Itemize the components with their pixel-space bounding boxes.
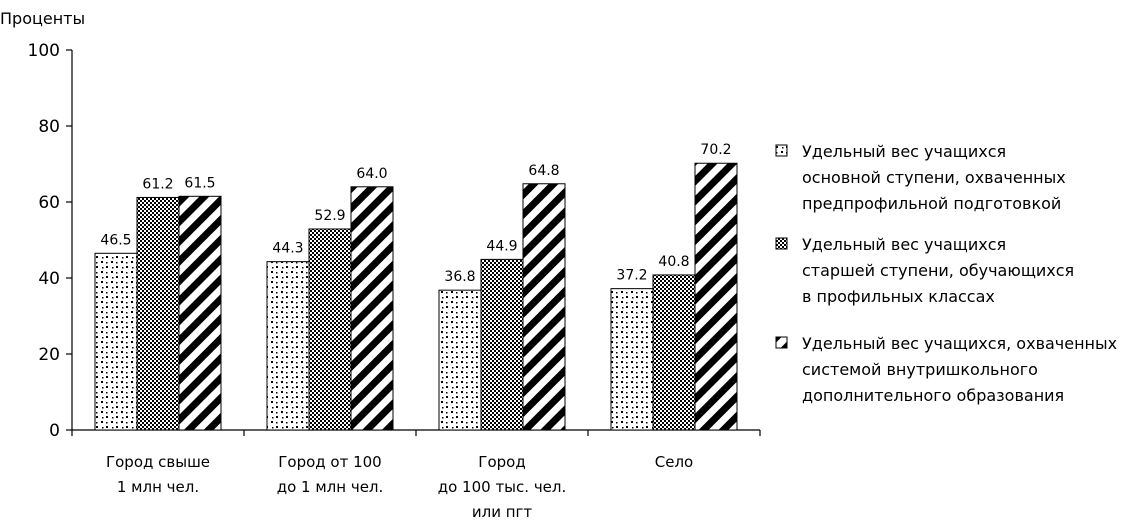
legend-swatch-2 bbox=[775, 237, 788, 250]
bar-series-1-cat-1 bbox=[94, 252, 138, 431]
bar-series-1-cat-4 bbox=[610, 288, 654, 431]
legend-entry-text: Удельный вес учащихся bbox=[802, 142, 1006, 161]
x-tick-label: Город bbox=[478, 453, 525, 471]
x-tick-label: до 100 тыс. чел. bbox=[438, 478, 567, 496]
x-tick-label: Село bbox=[655, 453, 693, 471]
bar-series-1-cat-2 bbox=[266, 261, 310, 431]
bar-series-2-cat-1 bbox=[136, 196, 180, 431]
bar-series-1-cat-3 bbox=[438, 289, 482, 431]
y-tick-label: 40 bbox=[38, 269, 60, 289]
data-label: 52.9 bbox=[314, 208, 345, 224]
legend-entry-text: предпрофильной подготовкой bbox=[802, 194, 1061, 213]
legend-entry-text: дополнительного образования bbox=[802, 386, 1064, 405]
data-label: 37.2 bbox=[616, 268, 647, 284]
data-label: 64.8 bbox=[528, 163, 559, 179]
x-tick-label: 1 млн чел. bbox=[117, 478, 199, 496]
legend-entry-text: старшей ступени, обучающихся bbox=[802, 261, 1074, 280]
data-label: 70.2 bbox=[700, 142, 731, 158]
data-label: 44.9 bbox=[486, 238, 517, 254]
y-tick-label: 20 bbox=[38, 345, 60, 365]
data-label: 61.5 bbox=[184, 175, 215, 191]
x-tick-label: Город свыше bbox=[106, 453, 210, 471]
bar-series-3-cat-2 bbox=[350, 186, 394, 431]
legend-entry-text: Удельный вес учащихся bbox=[802, 235, 1006, 254]
y-tick-label: 100 bbox=[28, 41, 60, 61]
y-tick-label: 60 bbox=[38, 193, 60, 213]
y-tick-label: 80 bbox=[38, 117, 60, 137]
category-labels: Город свыше 1 млн чел. Город от 100 до 1 мл… bbox=[106, 453, 693, 521]
legend-entry-text: основной ступени, охваченных bbox=[802, 168, 1066, 187]
legend-entry-text: в профильных классах bbox=[802, 287, 995, 306]
data-label: 46.5 bbox=[100, 232, 131, 248]
bar-series-3-cat-3 bbox=[522, 183, 566, 431]
data-label: 40.8 bbox=[658, 254, 689, 270]
legend-swatch-3 bbox=[775, 336, 788, 349]
value-labels: 46.5 61.2 61.5 44.3 52.9 64.0 36.8 44.9 64.8 37.2… bbox=[100, 142, 731, 285]
data-label: 64.0 bbox=[356, 166, 387, 182]
bar-series-2-cat-4 bbox=[652, 274, 696, 431]
x-tick-label: Город от 100 bbox=[278, 453, 381, 471]
bar-series-3-cat-4 bbox=[694, 162, 738, 431]
data-label: 44.3 bbox=[272, 241, 303, 257]
y-axis-label: Проценты bbox=[0, 9, 85, 28]
x-tick-label: или пгт bbox=[472, 503, 533, 521]
bar-series-2-cat-3 bbox=[480, 258, 524, 431]
axes: Проценты 0 20 40 60 80 100 bbox=[0, 9, 761, 441]
legend-entry-text: системой внутришкольного bbox=[802, 360, 1038, 379]
x-tick-label: до 1 млн чел. bbox=[277, 478, 384, 496]
bars bbox=[94, 162, 738, 431]
legend: Удельный вес учащихся основной ступени, о… bbox=[775, 142, 1117, 405]
legend-swatch-1 bbox=[775, 144, 788, 157]
data-label: 36.8 bbox=[444, 269, 475, 285]
data-label: 61.2 bbox=[142, 176, 173, 192]
legend-entry-text: Удельный вес учащихся, охваченных bbox=[802, 334, 1117, 353]
y-tick-label: 0 bbox=[49, 421, 60, 441]
bar-series-2-cat-2 bbox=[308, 228, 352, 431]
bar-series-3-cat-1 bbox=[178, 195, 222, 431]
